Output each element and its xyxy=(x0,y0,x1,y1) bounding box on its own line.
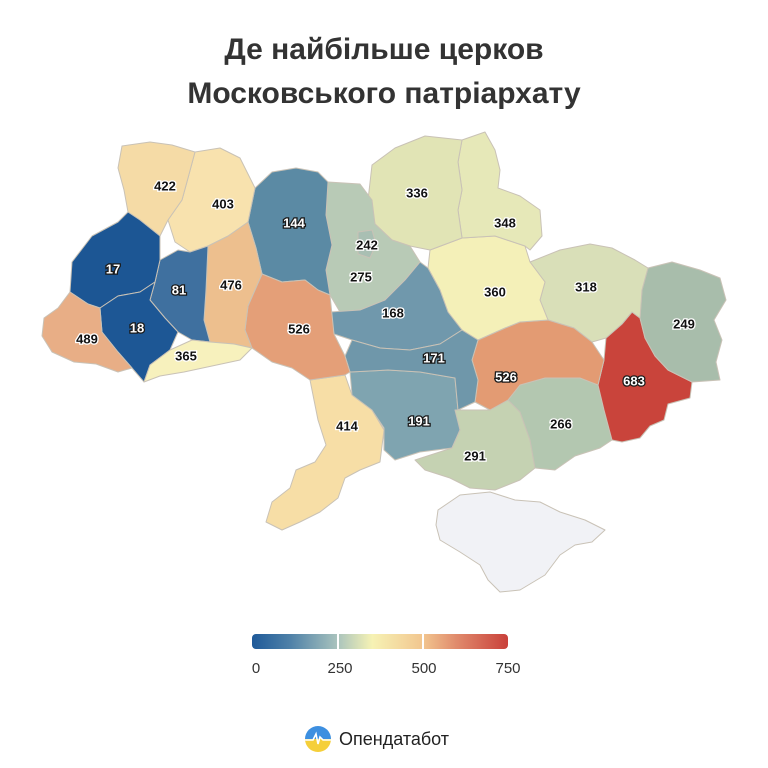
label-kherson: 291 xyxy=(464,448,486,463)
color-scale-legend xyxy=(252,634,508,650)
label-kyiv: 275 xyxy=(350,269,372,284)
brand-name: Опендатабот xyxy=(339,728,450,749)
legend-tick-750: 750 xyxy=(495,660,521,677)
chart-title-line-2: Московського патріархату xyxy=(187,77,581,110)
legend-separator xyxy=(337,634,339,649)
label-zhytomyr: 144 xyxy=(283,215,305,230)
label-mykolaiv: 191 xyxy=(408,413,430,428)
label-ivano-frankivsk: 18 xyxy=(130,320,144,335)
label-lviv: 17 xyxy=(106,261,120,276)
region-kyiv-city[interactable] xyxy=(357,229,377,259)
label-rivne: 403 xyxy=(212,196,234,211)
label-sumy: 348 xyxy=(494,215,516,230)
legend-tick-500: 500 xyxy=(411,660,437,677)
region-crimea[interactable] xyxy=(435,491,606,593)
label-poltava: 360 xyxy=(484,284,506,299)
label-zaporizhzhia: 266 xyxy=(550,416,572,431)
region-chernivtsi[interactable] xyxy=(143,339,253,383)
opendatabot-logo-icon xyxy=(305,726,331,752)
brand: Опендатабот xyxy=(305,724,449,754)
label-luhansk: 249 xyxy=(673,316,695,331)
label-kirovohrad: 171 xyxy=(423,350,445,365)
color-scale-bar xyxy=(252,634,508,649)
region-luhansk[interactable] xyxy=(639,261,727,383)
legend-ticks: 0 250 500 750 xyxy=(238,660,528,680)
label-cherkasy: 168 xyxy=(382,305,404,320)
legend-tick-0: 0 xyxy=(251,660,261,677)
label-donetsk: 683 xyxy=(623,373,645,388)
label-dnipro: 526 xyxy=(495,369,517,384)
region-kirovohrad[interactable] xyxy=(344,329,479,411)
legend-tick-250: 250 xyxy=(327,660,353,677)
label-kyiv-city: 242 xyxy=(356,237,378,252)
label-khmelnytskyi: 476 xyxy=(220,277,242,292)
label-vinnytsia: 526 xyxy=(288,321,310,336)
legend-separator xyxy=(422,634,424,649)
label-chernihiv: 336 xyxy=(406,185,428,200)
label-zakarpattia: 489 xyxy=(76,331,98,346)
label-kharkiv: 318 xyxy=(575,279,597,294)
chart-title: Де найбільше церков Московського патріар… xyxy=(0,28,768,116)
region-sumy[interactable] xyxy=(457,131,543,251)
chart-title-line-1: Де найбільше церков xyxy=(224,33,544,66)
label-odesa: 414 xyxy=(336,418,358,433)
label-chernivtsi: 365 xyxy=(175,348,197,363)
label-volyn: 422 xyxy=(154,178,176,193)
label-ternopil: 81 xyxy=(172,282,186,297)
region-volyn[interactable] xyxy=(117,141,196,237)
region-zakarpattia[interactable] xyxy=(41,291,133,373)
